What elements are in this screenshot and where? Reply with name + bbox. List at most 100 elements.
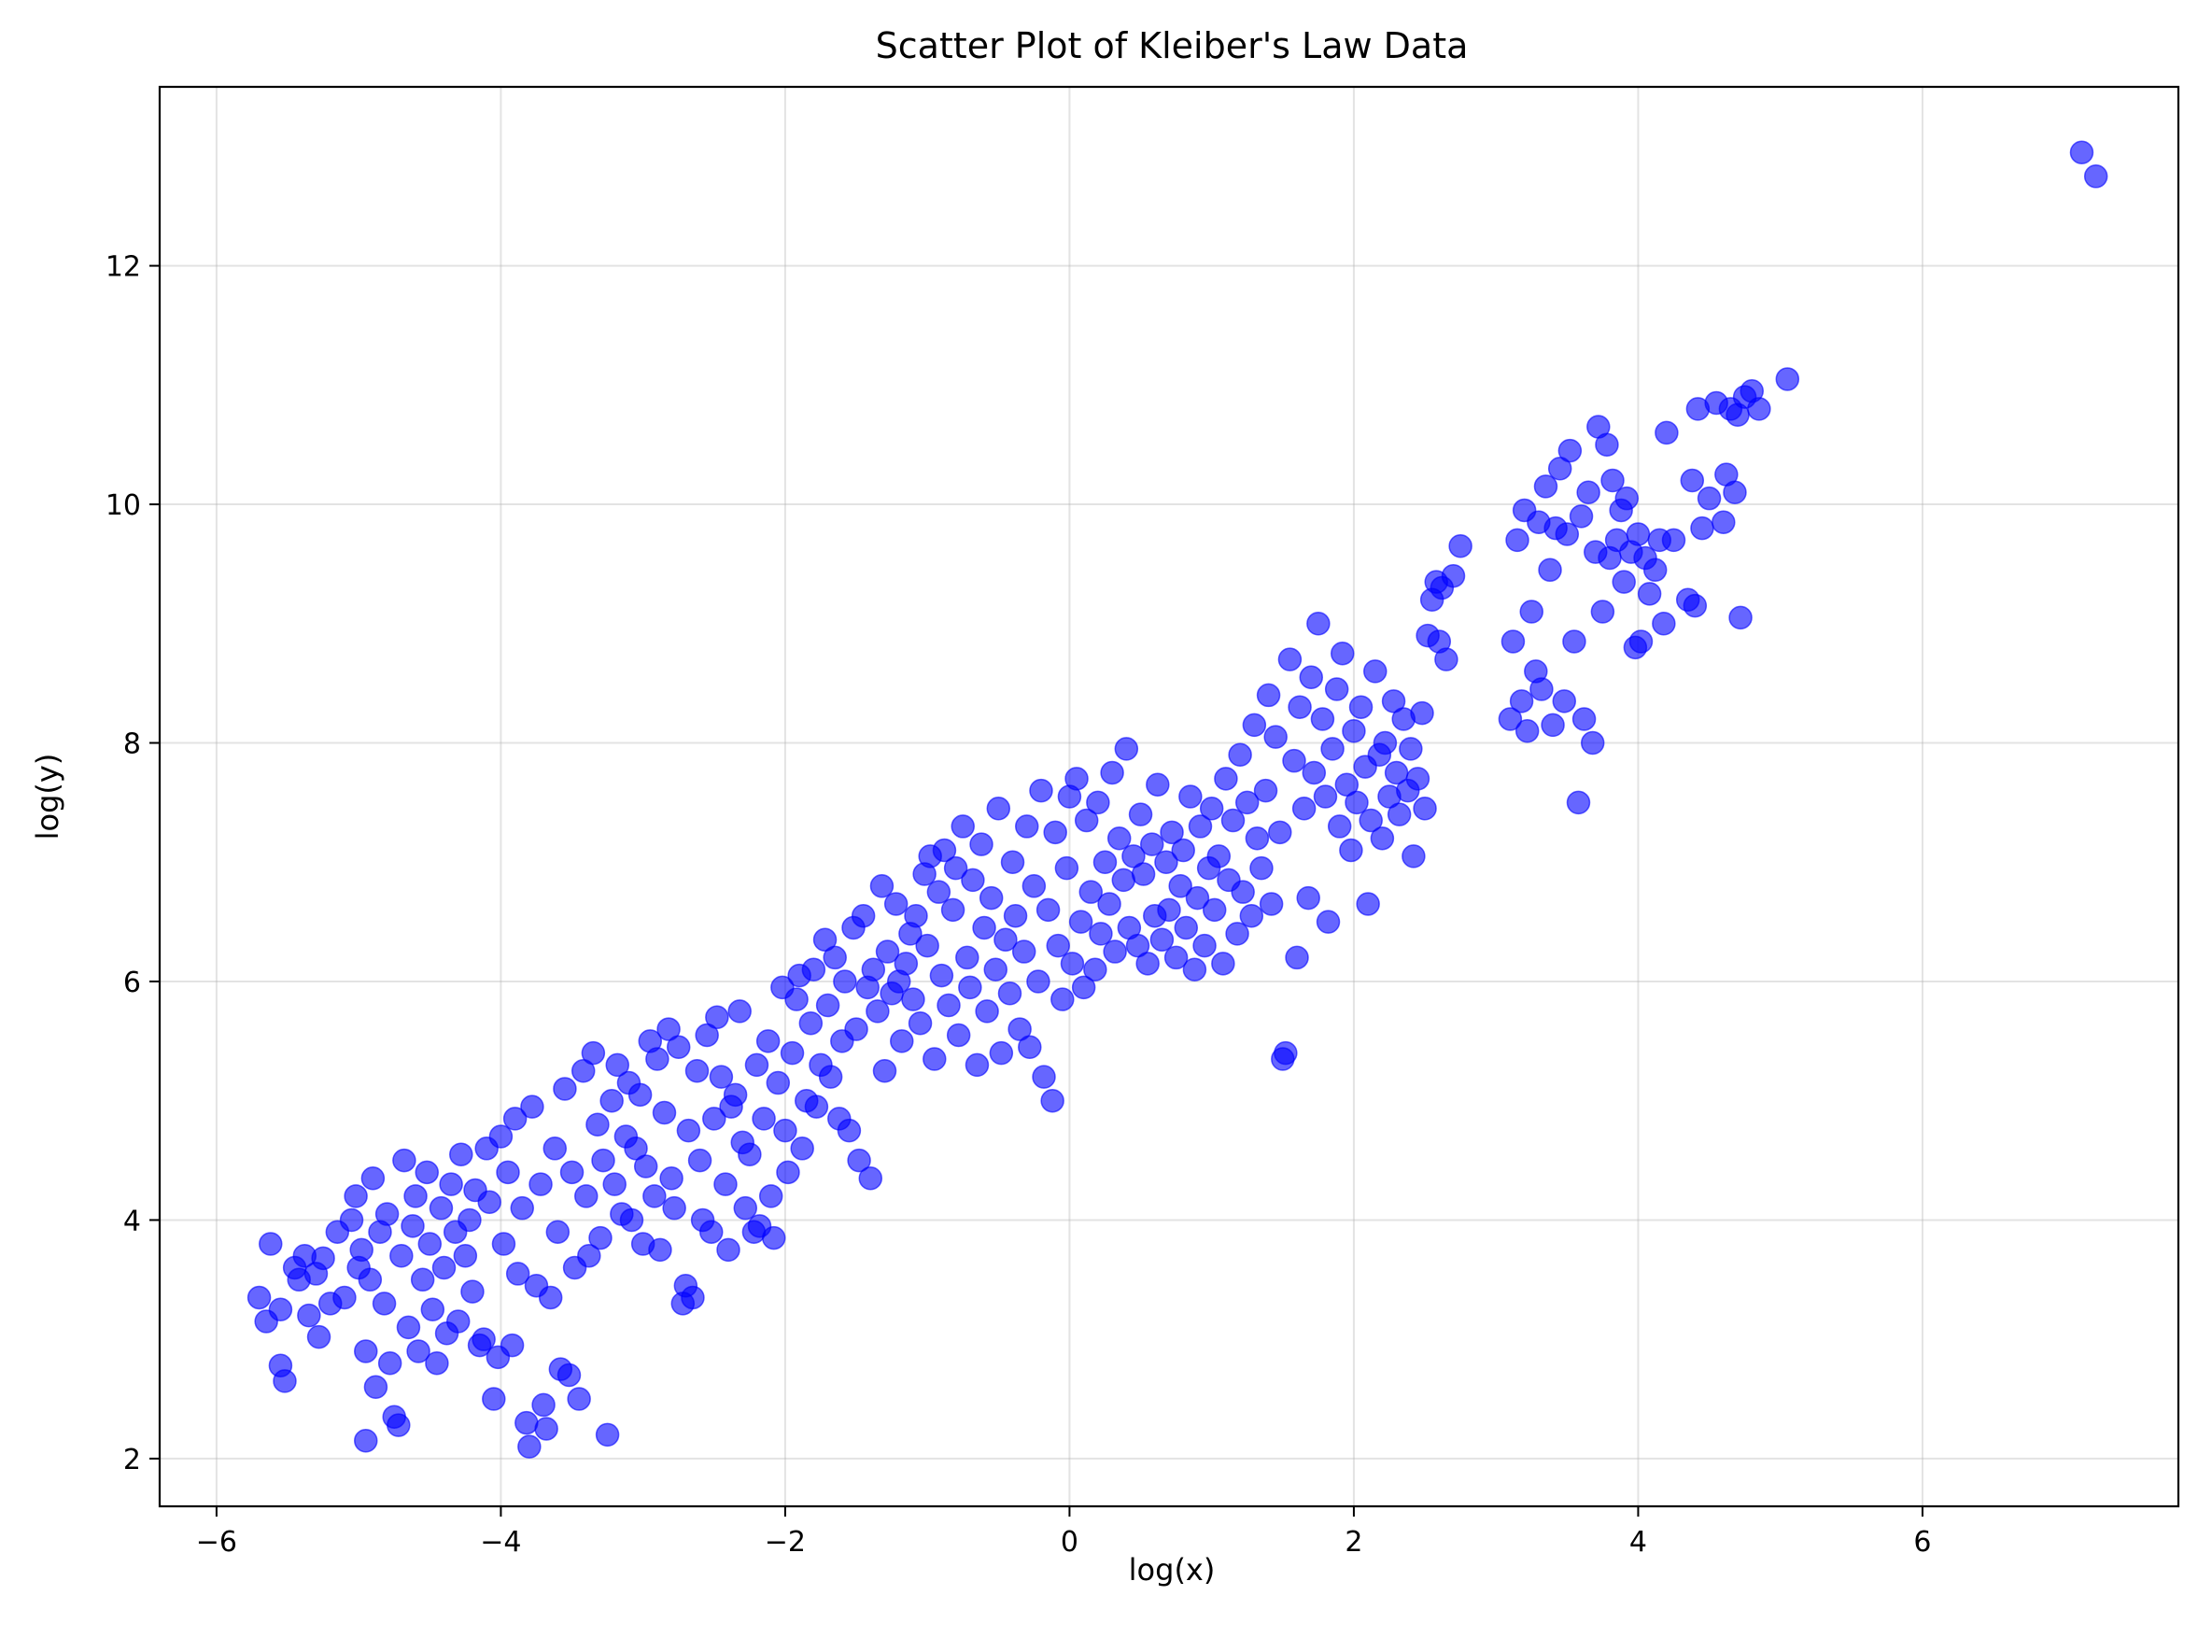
data-point [1320, 737, 1345, 761]
data-point [1728, 605, 1753, 630]
data-point [538, 1285, 563, 1310]
data-point [1263, 725, 1288, 749]
data-point [1334, 772, 1360, 797]
chart-title: Scatter Plot of Kleiber's Law Data [876, 25, 1469, 66]
data-point [571, 1059, 596, 1083]
data-point [1231, 880, 1255, 904]
data-point [1370, 826, 1395, 851]
data-point [2083, 164, 2108, 189]
data-point [1097, 892, 1121, 916]
data-point [1182, 957, 1207, 981]
data-point [1500, 629, 1526, 654]
data-point [656, 1017, 681, 1041]
data-point [1683, 593, 1708, 618]
data-point [915, 933, 939, 958]
data-point [1036, 897, 1061, 923]
y-tick-label: 8 [123, 728, 141, 761]
data-point [1192, 933, 1217, 958]
data-point [993, 927, 1018, 953]
data-point [1324, 677, 1349, 701]
data-point [514, 1410, 539, 1435]
data-point [1509, 689, 1534, 713]
data-point [1029, 778, 1053, 803]
data-point [472, 1327, 496, 1351]
data-point [306, 1324, 331, 1349]
data-point [1642, 558, 1668, 583]
data-point [1100, 760, 1124, 785]
data-point [1405, 767, 1430, 791]
data-point [1313, 784, 1338, 809]
data-point [1566, 790, 1591, 815]
data-point [761, 1225, 786, 1250]
data-point [705, 1005, 729, 1030]
data-point [1199, 797, 1224, 821]
data-point [1121, 844, 1146, 868]
data-point [844, 1017, 868, 1041]
data-point [1060, 952, 1085, 976]
data-point [951, 814, 975, 839]
data-point [477, 1190, 501, 1215]
data-point [1628, 629, 1654, 654]
data-point [823, 945, 847, 970]
y-axis-label: log(y) [30, 754, 65, 840]
data-point [1552, 689, 1577, 713]
data-point [1541, 713, 1565, 738]
data-point [1011, 939, 1036, 964]
x-tick-label: −4 [480, 1526, 521, 1559]
data-point [453, 1244, 478, 1268]
data-point [1178, 784, 1203, 809]
data-point [937, 993, 961, 1018]
x-tick-label: −2 [765, 1526, 806, 1559]
data-point [1214, 767, 1238, 791]
data-point [354, 1428, 378, 1453]
x-axis-ticks: −6 −4 −2 0 2 4 6 [196, 1506, 1931, 1559]
data-point [1299, 665, 1324, 690]
data-point [1146, 772, 1170, 797]
data-point [581, 1040, 606, 1066]
data-point [1074, 808, 1099, 833]
data-point [591, 1148, 615, 1173]
data-point [429, 1195, 454, 1221]
data-point [1448, 534, 1472, 558]
data-point [815, 993, 840, 1018]
x-tick-label: 2 [1345, 1526, 1362, 1559]
data-point [713, 1172, 738, 1196]
data-point [1154, 850, 1178, 875]
data-point [510, 1195, 534, 1221]
data-point [415, 1160, 439, 1185]
data-point [1356, 892, 1380, 916]
data-point [1555, 522, 1580, 546]
data-point [1330, 641, 1355, 666]
data-point [1399, 737, 1423, 761]
data-point [1600, 468, 1625, 493]
data-point [1157, 897, 1181, 923]
y-tick-label: 12 [106, 251, 141, 284]
data-point [1064, 767, 1089, 791]
data-point [776, 1160, 800, 1185]
data-point [531, 1392, 556, 1418]
data-point [872, 1059, 897, 1083]
data-point [1571, 707, 1597, 731]
x-tick-label: 6 [1913, 1526, 1931, 1559]
y-tick-label: 6 [123, 967, 141, 999]
data-point [1125, 933, 1150, 958]
data-point [1007, 1017, 1032, 1041]
data-point [989, 1040, 1014, 1066]
data-point [875, 939, 900, 964]
data-point [1253, 778, 1278, 803]
data-point [1242, 713, 1267, 738]
data-point [908, 1010, 933, 1036]
data-point [642, 1184, 667, 1208]
data-point [1498, 707, 1523, 731]
data-point [458, 1207, 482, 1233]
data-point [1381, 689, 1406, 713]
data-point [1359, 808, 1383, 833]
data-point [744, 1052, 769, 1078]
x-tick-label: 4 [1629, 1526, 1647, 1559]
data-point [1206, 844, 1232, 868]
data-point [627, 1082, 653, 1108]
data-point [624, 1137, 648, 1161]
data-point [645, 1047, 669, 1071]
data-point [505, 1262, 530, 1286]
